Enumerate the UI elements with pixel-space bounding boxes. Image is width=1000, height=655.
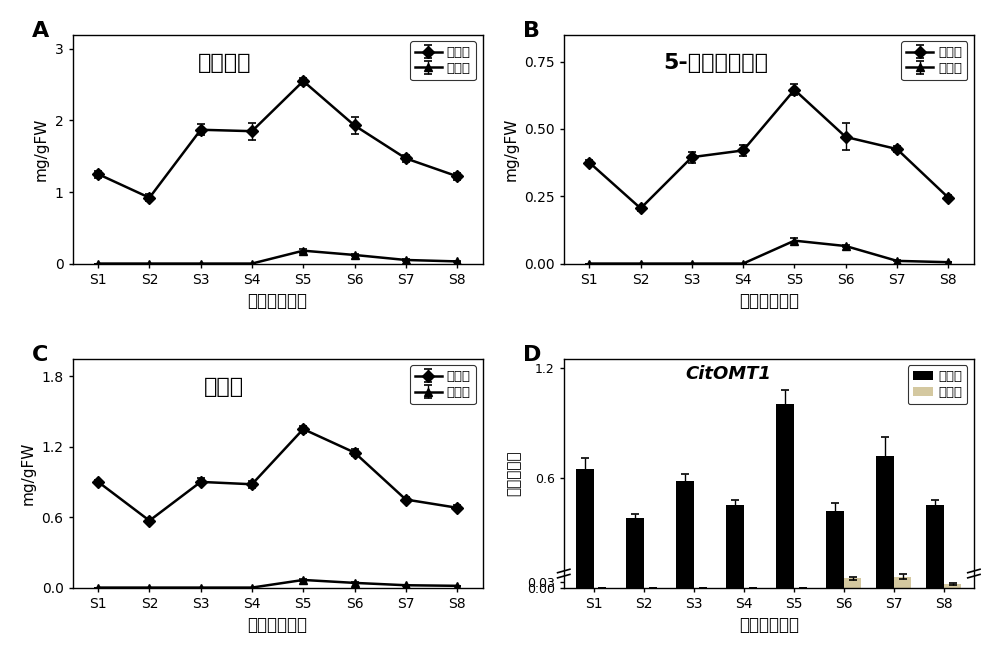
- Bar: [776, 404, 794, 588]
- Bar: [826, 511, 844, 588]
- Text: 川陈皮素: 川陈皮素: [198, 53, 251, 73]
- Bar: [876, 456, 894, 588]
- Text: CitOMT1: CitOMT1: [685, 365, 771, 383]
- Bar: [626, 518, 644, 588]
- Y-axis label: 相对表达量: 相对表达量: [506, 450, 521, 496]
- Legend: 油胞层, 白皮层: 油胞层, 白皮层: [901, 41, 967, 81]
- Bar: [726, 505, 744, 588]
- Legend: 油胞层, 白皮层: 油胞层, 白皮层: [908, 365, 967, 404]
- Bar: [576, 468, 594, 588]
- Bar: [894, 576, 911, 588]
- Y-axis label: mg/gFW: mg/gFW: [34, 117, 49, 181]
- Y-axis label: mg/gFW: mg/gFW: [504, 117, 519, 181]
- Bar: [844, 578, 861, 588]
- Text: A: A: [32, 21, 49, 41]
- Text: 橘皮素: 橘皮素: [204, 377, 244, 397]
- Text: D: D: [523, 345, 541, 365]
- Legend: 油胞层, 白皮层: 油胞层, 白皮层: [410, 41, 476, 81]
- Y-axis label: mg/gFW: mg/gFW: [21, 441, 36, 505]
- Legend: 油胞层, 白皮层: 油胞层, 白皮层: [410, 365, 476, 404]
- Bar: [926, 505, 944, 588]
- Text: C: C: [32, 345, 48, 365]
- X-axis label: 瓯柑发育阶段: 瓯柑发育阶段: [739, 616, 799, 634]
- Text: B: B: [523, 21, 540, 41]
- Bar: [676, 481, 694, 588]
- Text: 5-去甲川陈皮素: 5-去甲川陈皮素: [663, 53, 768, 73]
- X-axis label: 瓯柑发育阶段: 瓯柑发育阶段: [739, 292, 799, 310]
- X-axis label: 瓯柑发育阶段: 瓯柑发育阶段: [248, 292, 308, 310]
- Bar: [944, 584, 961, 588]
- X-axis label: 瓯柑发育阶段: 瓯柑发育阶段: [248, 616, 308, 634]
